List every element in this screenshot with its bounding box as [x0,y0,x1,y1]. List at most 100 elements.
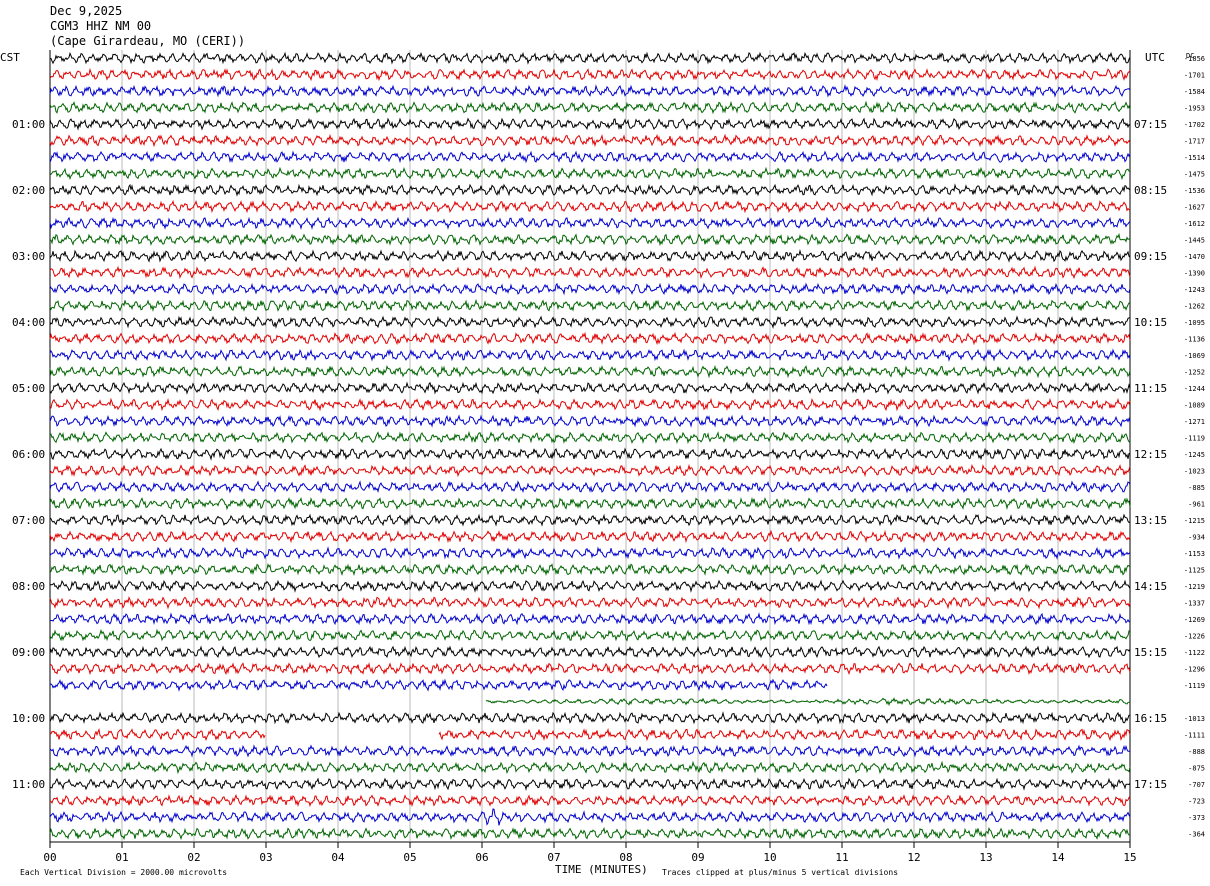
trace-line [49,480,1131,494]
x-tick-label: 01 [115,851,128,864]
dc-offset-label: -1269 [1184,616,1205,624]
date-label: Dec 9,2025 [50,4,123,18]
x-tick-label: 00 [43,851,56,864]
trace-line [49,298,1131,313]
right-hour-label: 07:15 [1134,118,1167,131]
dc-offset-label: -875 [1188,765,1205,773]
right-hour-labels: 07:15 08:15 09:15 10:15 11:15 12:15 13:15 14:15… [1134,118,1167,791]
dc-offset-label: -1337 [1184,600,1205,608]
dc-offset-label: -1612 [1184,220,1205,228]
left-hour-labels: 01:00 02:00 03:00 04:00 05:00 06:00 07:00 08:00… [12,118,45,791]
right-hour-label: 13:15 [1134,514,1167,527]
right-hour-label: 08:15 [1134,184,1167,197]
left-hour-label: 10:00 [12,712,45,725]
trace-line [49,628,1131,643]
trace-line [49,430,1131,445]
x-tick-label: 11 [835,851,848,864]
trace-line [49,529,1131,544]
dc-offset-label: -1701 [1184,72,1205,80]
left-hour-label: 03:00 [12,250,45,263]
trace-line [49,826,1131,841]
trace-line [49,579,1131,593]
right-hour-label: 12:15 [1134,448,1167,461]
trace-line [49,265,1131,280]
dc-offset-label: -1226 [1184,633,1205,641]
trace-line [49,84,1131,98]
scale-note: Each Vertical Division = 2000.00 microvo… [20,868,227,877]
trace-line [49,282,1131,296]
trace-line [49,249,1131,263]
left-hour-label: 08:00 [12,580,45,593]
trace-line [49,513,1131,527]
dc-offset-label: -1215 [1184,517,1205,525]
dc-offset-label: -1069 [1184,352,1205,360]
x-tick-label: 06 [475,851,488,864]
trace-line [49,51,1131,65]
trace-line [49,793,1131,808]
dc-offset-label: -1095 [1184,319,1205,327]
trace-line [49,414,1131,428]
trace-line [49,216,1131,230]
x-tick-label: 08 [619,851,632,864]
x-tick-label: 04 [331,851,345,864]
left-hour-label: 11:00 [12,778,45,791]
dc-offset-label: -1023 [1184,468,1205,476]
dc-offset-label: -1475 [1184,171,1205,179]
station-label: CGM3 HHZ NM 00 [50,19,152,33]
dc-offset-label: -1271 [1184,418,1205,426]
trace-line [49,166,1131,181]
trace-line [49,563,1131,577]
dc-offset-label: -885 [1188,484,1205,492]
trace-line [49,232,1131,247]
left-hour-label: 01:00 [12,118,45,131]
dc-offset-label: -1244 [1184,385,1205,393]
trace-line [49,678,828,692]
left-hour-label: 04:00 [12,316,45,329]
left-hour-label: 09:00 [12,646,45,659]
trace-line [49,364,1131,379]
dc-offset-label: -961 [1188,501,1205,509]
right-hour-label: 10:15 [1134,316,1167,329]
right-hour-label: 17:15 [1134,778,1167,791]
dc-offset-label: -364 [1188,831,1205,839]
x-tick-label: 14 [1051,851,1065,864]
x-tick-label: 10 [763,851,776,864]
dc-offset-label: -1243 [1184,286,1205,294]
trace-line [49,133,1131,148]
dc-offset-label: -1153 [1184,550,1205,558]
dc-offset-label: -1536 [1184,187,1205,195]
trace-line [49,447,1131,461]
trace-line [49,496,1131,511]
dc-offset-label: -1702 [1184,121,1205,129]
dc-offset-label: -1089 [1184,402,1205,410]
trace-line [49,150,1131,164]
dc-offset-label: -1122 [1184,649,1205,657]
dc-offset-label: -1627 [1184,204,1205,212]
x-tick-label: 07 [547,851,560,864]
left-hour-label: 07:00 [12,514,45,527]
clip-note: Traces clipped at plus/minus 5 vertical … [662,868,898,877]
dc-header-label: DC [1186,52,1194,60]
dc-offset-label: -1245 [1184,451,1205,459]
left-hour-label: 02:00 [12,184,45,197]
dc-offset-label: -1296 [1184,666,1205,674]
dc-offset-label: -1136 [1184,336,1205,344]
dc-offset-label: -934 [1188,534,1205,542]
x-tick-label: 03 [259,851,272,864]
dc-offset-label: -1252 [1184,369,1205,377]
trace-line [49,199,1131,214]
trace-line [49,808,1131,826]
x-tick-label: 02 [187,851,200,864]
x-tick-label: 13 [979,851,992,864]
x-axis-ticks: 00 01 02 03 04 05 06 07 08 09 10 11 12 13 14 15 [43,842,1137,864]
trace-line [485,697,1131,707]
dc-offset-label: -1119 [1184,682,1205,690]
trace-line [49,397,1131,412]
trace-line [49,67,1131,82]
right-hour-label: 16:15 [1134,712,1167,725]
dc-offset-label: -1717 [1184,138,1205,146]
left-timezone-label: CST [0,51,20,64]
trace-line [49,183,1131,197]
trace-line [49,595,1131,610]
trace-line [49,381,1131,395]
